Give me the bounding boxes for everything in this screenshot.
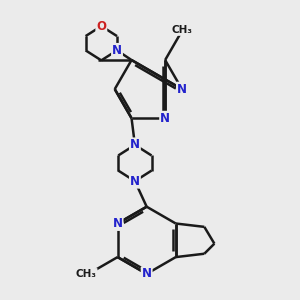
Text: CH₃: CH₃ [171, 25, 192, 35]
Text: N: N [112, 217, 123, 230]
Text: N: N [130, 138, 140, 152]
Text: N: N [160, 112, 170, 125]
Text: N: N [130, 175, 140, 188]
Text: N: N [142, 267, 152, 280]
Text: N: N [177, 82, 187, 96]
Text: CH₃: CH₃ [76, 269, 97, 279]
Text: O: O [96, 20, 106, 33]
Text: N: N [112, 44, 122, 57]
